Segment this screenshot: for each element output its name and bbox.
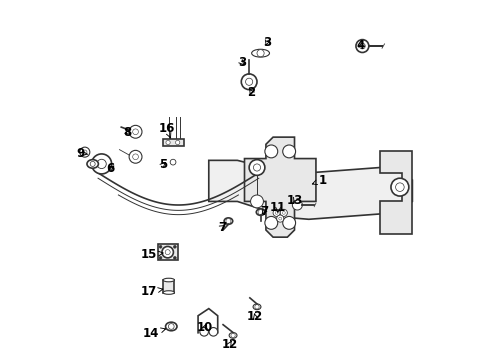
- Circle shape: [253, 164, 260, 171]
- Polygon shape: [208, 160, 411, 219]
- Circle shape: [264, 216, 277, 229]
- Circle shape: [250, 195, 263, 208]
- Circle shape: [129, 150, 142, 163]
- Text: 16: 16: [158, 122, 174, 138]
- Text: 8: 8: [123, 126, 132, 139]
- Ellipse shape: [163, 278, 174, 282]
- Circle shape: [282, 145, 295, 158]
- Ellipse shape: [87, 159, 98, 168]
- Circle shape: [209, 328, 217, 336]
- Circle shape: [230, 333, 235, 338]
- Ellipse shape: [165, 322, 177, 331]
- Circle shape: [278, 217, 281, 220]
- Text: 14: 14: [142, 327, 165, 340]
- Text: 12: 12: [246, 310, 263, 323]
- Ellipse shape: [251, 49, 269, 57]
- Circle shape: [390, 178, 408, 196]
- Circle shape: [129, 125, 142, 138]
- Polygon shape: [244, 137, 315, 237]
- Bar: [158, 244, 177, 260]
- Ellipse shape: [256, 209, 264, 215]
- Circle shape: [173, 246, 176, 248]
- Text: 13: 13: [286, 194, 303, 207]
- Text: 1: 1: [312, 174, 326, 186]
- Circle shape: [280, 209, 287, 216]
- Circle shape: [282, 216, 295, 229]
- Ellipse shape: [253, 304, 261, 310]
- Text: 17: 17: [141, 285, 163, 298]
- Circle shape: [97, 159, 106, 168]
- Circle shape: [175, 140, 180, 145]
- Polygon shape: [380, 152, 411, 234]
- Circle shape: [80, 147, 90, 157]
- Circle shape: [254, 305, 259, 309]
- Circle shape: [170, 159, 176, 165]
- Circle shape: [162, 247, 173, 258]
- Circle shape: [292, 200, 302, 210]
- Text: 12: 12: [221, 338, 237, 351]
- Circle shape: [159, 256, 162, 259]
- Circle shape: [165, 249, 170, 255]
- Circle shape: [248, 159, 264, 175]
- Text: 5: 5: [159, 158, 167, 171]
- Circle shape: [395, 183, 404, 192]
- Ellipse shape: [224, 218, 232, 224]
- Text: 15: 15: [140, 248, 163, 261]
- Text: 2: 2: [247, 86, 255, 99]
- Circle shape: [159, 246, 162, 248]
- Circle shape: [200, 328, 208, 336]
- Bar: [163, 139, 184, 146]
- Text: 3: 3: [263, 36, 270, 49]
- Circle shape: [82, 150, 87, 154]
- Text: 7: 7: [218, 221, 225, 234]
- Circle shape: [272, 209, 280, 216]
- Text: 9: 9: [77, 147, 88, 160]
- Text: 4: 4: [356, 39, 365, 52]
- Ellipse shape: [163, 291, 174, 294]
- Circle shape: [91, 154, 111, 174]
- Circle shape: [173, 256, 176, 259]
- Circle shape: [90, 161, 95, 166]
- Text: 6: 6: [106, 162, 114, 175]
- Text: 10: 10: [197, 321, 213, 334]
- Circle shape: [276, 215, 283, 222]
- Text: 7: 7: [260, 204, 267, 217]
- Circle shape: [168, 324, 174, 329]
- Ellipse shape: [229, 333, 237, 338]
- Circle shape: [132, 129, 138, 135]
- Circle shape: [241, 74, 257, 90]
- Circle shape: [359, 43, 365, 49]
- Circle shape: [225, 219, 230, 224]
- Circle shape: [257, 50, 264, 57]
- Circle shape: [355, 40, 368, 53]
- Circle shape: [264, 145, 277, 158]
- Circle shape: [275, 211, 278, 214]
- Circle shape: [132, 154, 138, 159]
- Circle shape: [165, 140, 170, 145]
- Circle shape: [282, 211, 285, 214]
- Text: 11: 11: [269, 201, 285, 214]
- Circle shape: [258, 210, 263, 215]
- Bar: [163, 280, 174, 293]
- Circle shape: [245, 78, 252, 85]
- Text: 3: 3: [238, 56, 245, 69]
